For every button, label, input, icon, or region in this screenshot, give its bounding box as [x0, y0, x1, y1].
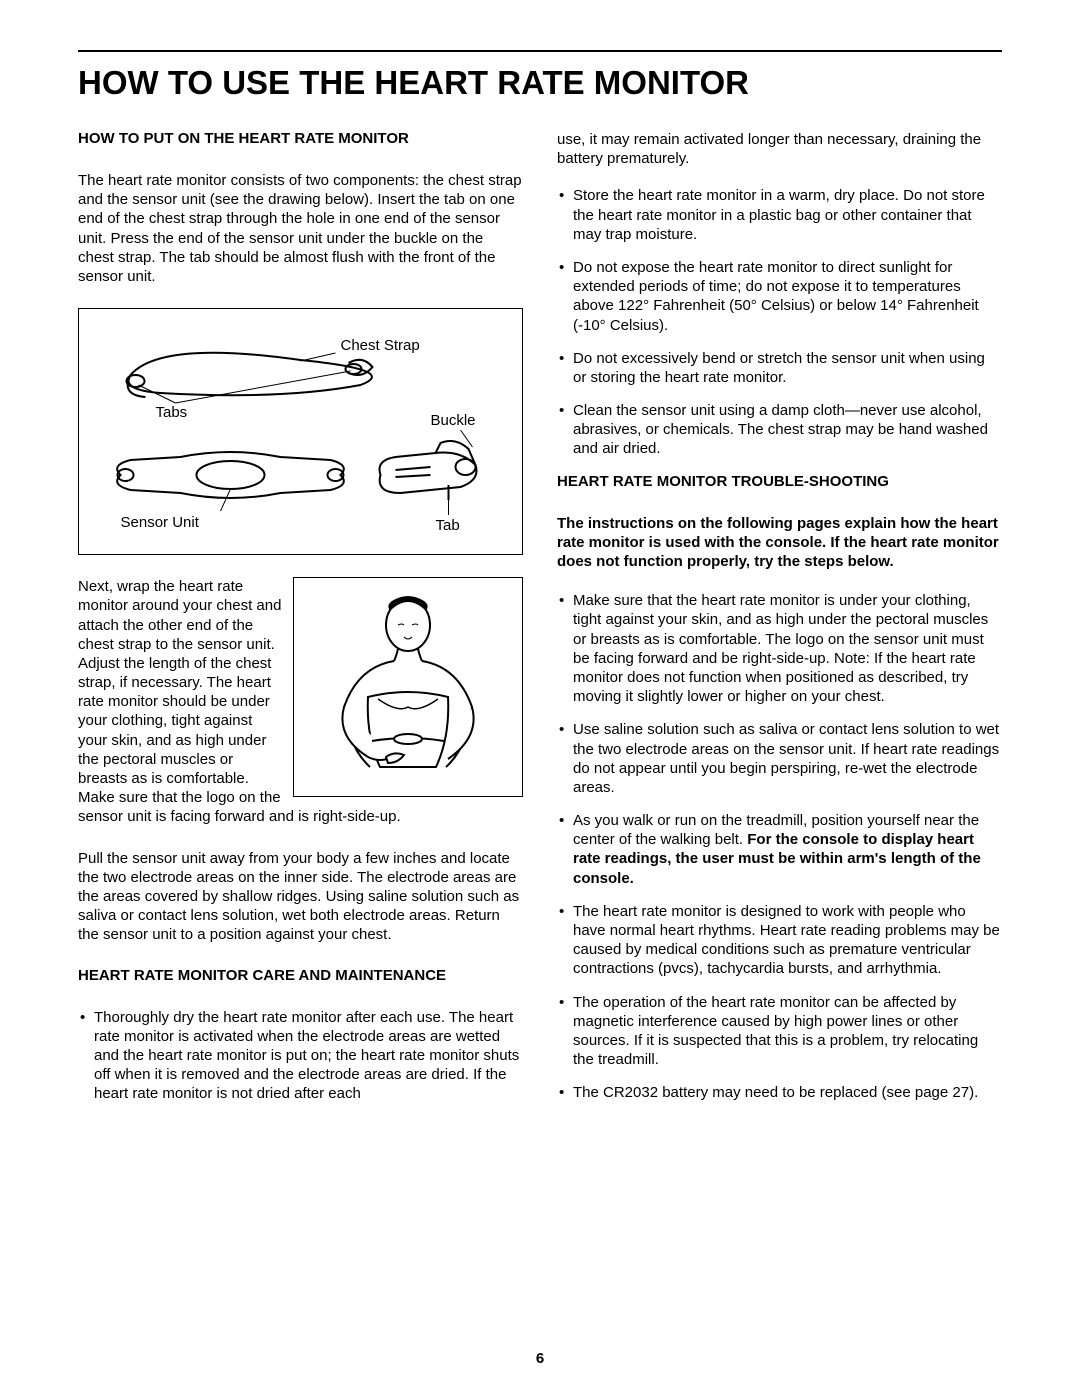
section-heading-troubleshoot: HEART RATE MONITOR TROUBLE-SHOOTING: [557, 473, 1002, 490]
right-column: use, it may remain activated longer than…: [557, 130, 1002, 1117]
troubleshoot-bullets: Make sure that the heart rate monitor is…: [557, 591, 1002, 1102]
ts-bullet: As you walk or run on the treadmill, pos…: [557, 811, 1002, 888]
figure-person-wearing: [293, 577, 523, 797]
left-column: HOW TO PUT ON THE HEART RATE MONITOR The…: [78, 130, 523, 1117]
care-bullet: Thoroughly dry the heart rate monitor af…: [78, 1008, 523, 1104]
label-tabs: Tabs: [156, 404, 188, 421]
page-title: HOW TO USE THE HEART RATE MONITOR: [78, 64, 1002, 102]
care-bullets-left: Thoroughly dry the heart rate monitor af…: [78, 1008, 523, 1104]
ts-bullet: The heart rate monitor is designed to wo…: [557, 902, 1002, 979]
paragraph-intro: The heart rate monitor consists of two c…: [78, 171, 523, 286]
page: HOW TO USE THE HEART RATE MONITOR HOW TO…: [0, 0, 1080, 1397]
care-bullets-right: Store the heart rate monitor in a warm, …: [557, 186, 1002, 458]
strap-diagram-svg: Tabs Chest Strap Sensor Unit Buckle Tab: [93, 325, 508, 535]
section-heading-put-on: HOW TO PUT ON THE HEART RATE MONITOR: [78, 130, 523, 147]
paragraph-continuation: use, it may remain activated longer than…: [557, 130, 1002, 168]
troubleshoot-intro: The instructions on the following pages …: [557, 514, 1002, 572]
care-bullet: Store the heart rate monitor in a warm, …: [557, 186, 1002, 244]
label-chest-strap: Chest Strap: [341, 337, 420, 354]
ts-bullet: Use saline solution such as saliva or co…: [557, 720, 1002, 797]
person-svg: [308, 587, 508, 787]
figure-chest-strap-diagram: Tabs Chest Strap Sensor Unit Buckle Tab: [78, 308, 523, 555]
section-heading-care: HEART RATE MONITOR CARE AND MAINTENANCE: [78, 967, 523, 984]
page-number: 6: [0, 1350, 1080, 1367]
two-column-layout: HOW TO PUT ON THE HEART RATE MONITOR The…: [78, 130, 1002, 1117]
care-bullet: Do not excessively bend or stretch the s…: [557, 349, 1002, 387]
ts-bullet: Make sure that the heart rate monitor is…: [557, 591, 1002, 706]
ts-bullet: The operation of the heart rate monitor …: [557, 993, 1002, 1070]
care-bullet: Clean the sensor unit using a damp cloth…: [557, 401, 1002, 459]
label-tab: Tab: [436, 517, 460, 534]
paragraph-electrodes: Pull the sensor unit away from your body…: [78, 849, 523, 945]
label-buckle: Buckle: [431, 412, 476, 429]
label-sensor-unit: Sensor Unit: [121, 514, 200, 531]
ts-bullet: The CR2032 battery may need to be replac…: [557, 1083, 1002, 1102]
paragraph-wrap-block: Next, wrap the heart rate moni­tor aroun…: [78, 577, 523, 848]
care-bullet: Do not expose the heart rate monitor to …: [557, 258, 1002, 335]
top-rule: [78, 50, 1002, 52]
